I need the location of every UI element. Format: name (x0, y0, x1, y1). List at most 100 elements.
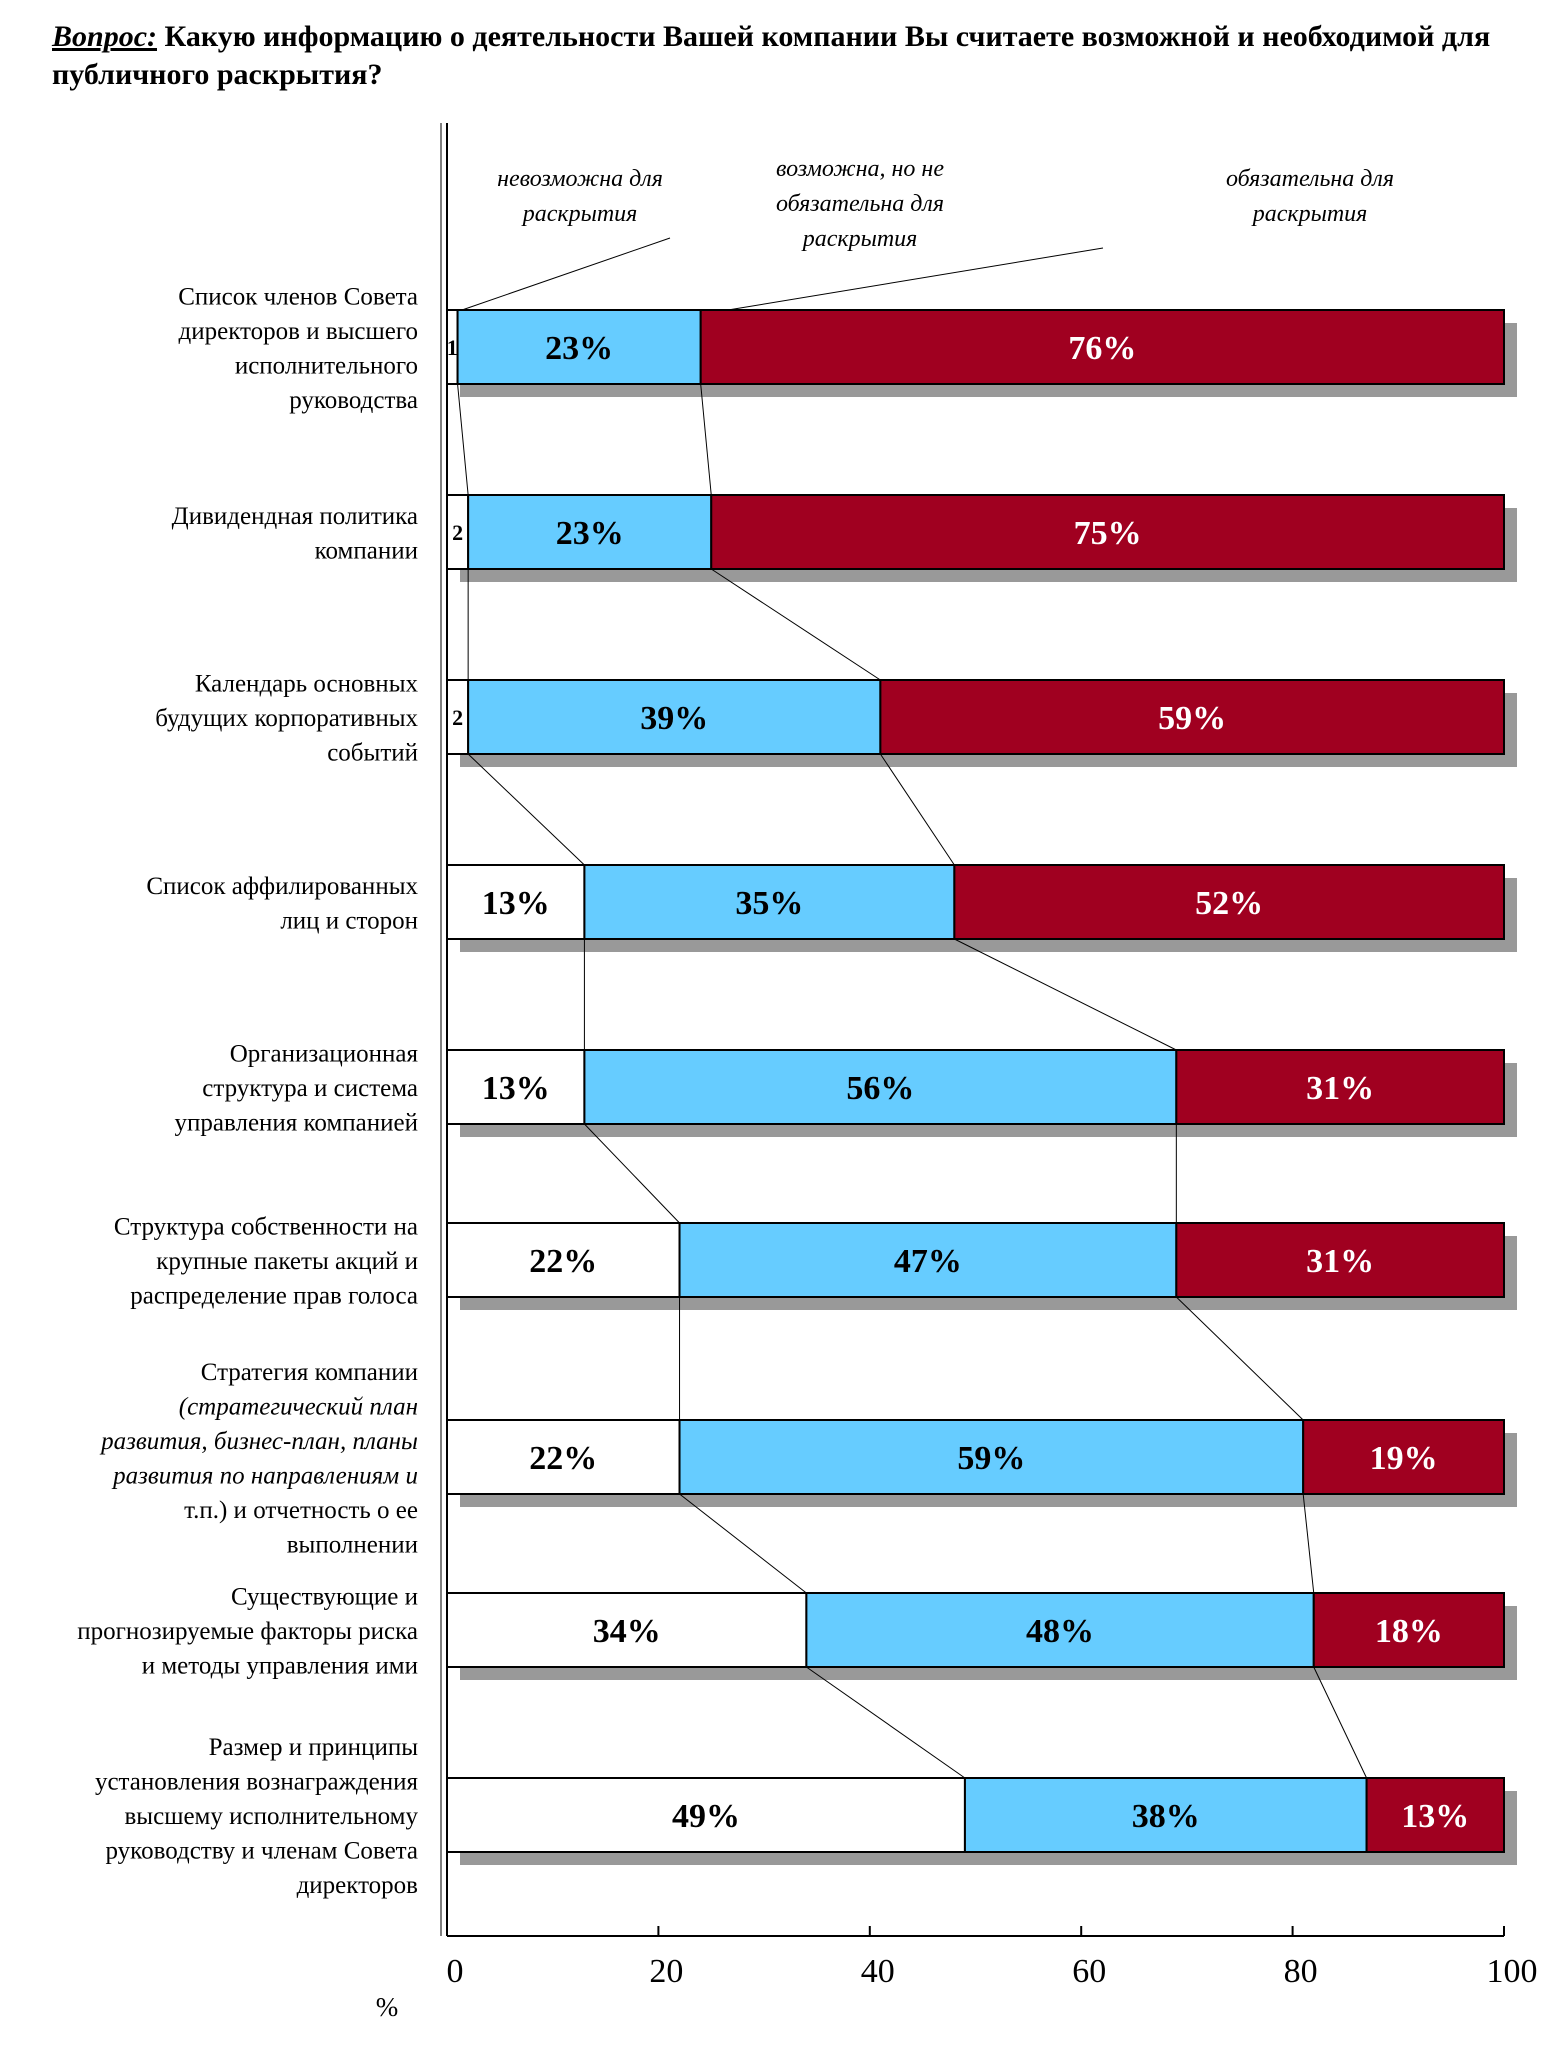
category-label: Стратегия компании (201, 1359, 418, 1386)
x-tick-label: 20 (649, 1953, 683, 1990)
series-connector-line (467, 753, 585, 866)
bar-segment (1302, 1419, 1506, 1495)
category-label: компании (315, 537, 418, 564)
legend-leader-line (461, 237, 671, 311)
series-connector-line (1175, 1296, 1304, 1421)
bar-segment (456, 309, 702, 385)
bar-segment (805, 1592, 1315, 1668)
bar-segment (1365, 1777, 1505, 1853)
series-connector-line (457, 383, 469, 496)
series-connector-line (806, 1666, 966, 1779)
category-label: директоров и высшего (179, 318, 418, 345)
series-connector-line (700, 383, 712, 496)
bar-segment (678, 1419, 1305, 1495)
bar-value-label: 59% (957, 1440, 1025, 1477)
bar-value-label: 39% (640, 700, 708, 737)
bar-value-label: 22% (529, 1440, 597, 1477)
bar-segment (879, 679, 1505, 755)
category-label: Календарь основных (195, 671, 419, 698)
bar-segment (710, 494, 1505, 570)
legend-annotation: возможна, но не (776, 156, 944, 182)
category-label: и методы управления ими (142, 1653, 418, 1680)
series-connector-line (954, 938, 1177, 1051)
bar-value-label: 76% (1068, 330, 1136, 367)
category-label: прогнозируемые факторы риска (77, 1618, 418, 1645)
category-label: руководству и членам Совета (106, 1838, 418, 1865)
bar-value-label: 59% (1158, 700, 1226, 737)
legend-leader-line (727, 247, 1104, 311)
bar-value-label: 56% (846, 1070, 914, 1107)
series-connector-line (1313, 1666, 1368, 1779)
category-label: (стратегический план (179, 1393, 418, 1420)
bar-value-label: 23% (545, 330, 613, 367)
bar-value-label: 13% (1401, 1798, 1469, 1835)
bar-value-label: 1 (447, 335, 458, 360)
bar-value-label: 35% (735, 885, 803, 922)
bar-value-label: 52% (1195, 885, 1263, 922)
bar-segment (953, 864, 1505, 940)
bar-value-label: 19% (1370, 1440, 1438, 1477)
bar-segment (467, 494, 713, 570)
bar-value-label: 2 (452, 520, 463, 545)
category-label: крупные пакеты акций и (156, 1248, 418, 1275)
bar-value-label: 49% (672, 1798, 740, 1835)
legend-annotation: обязательна для (1226, 166, 1394, 192)
bar-value-label: 18% (1375, 1613, 1443, 1650)
bar-segment (678, 1222, 1178, 1298)
bar-segment (583, 864, 956, 940)
bar-value-label: 2 (452, 705, 463, 730)
question-text: Какую информацию о деятельности Вашей ко… (52, 20, 1491, 91)
question-label: Вопрос: (52, 20, 157, 53)
x-tick-label: 40 (861, 1953, 895, 1990)
legend-annotation: обязательна для (776, 191, 944, 217)
bar-value-label: 34% (593, 1613, 661, 1650)
series-connector-line (584, 1123, 680, 1224)
category-label: развития по направлениям и (111, 1462, 418, 1489)
category-label: директоров (297, 1872, 418, 1899)
x-axis-unit-label: % (376, 1992, 399, 2022)
category-label: распределение прав голоса (130, 1283, 418, 1310)
bar-value-label: 23% (556, 515, 624, 552)
bar-value-label: 22% (529, 1243, 597, 1280)
bar-value-label: 31% (1306, 1243, 1374, 1280)
category-label: высшему исполнительному (125, 1803, 419, 1830)
bar-value-label: 13% (482, 885, 550, 922)
bar-segment (467, 679, 882, 755)
category-label: Дивидендная политика (172, 503, 418, 530)
bar-segment (1175, 1049, 1505, 1125)
category-label: Список аффилированных (146, 873, 418, 900)
category-label: будущих корпоративных (155, 705, 418, 732)
x-tick-label: 0 (447, 1953, 464, 1990)
category-label: руководства (289, 387, 418, 414)
x-tick-label: 60 (1072, 1953, 1106, 1990)
bar-segment (583, 1049, 1178, 1125)
category-label: Список членов Совета (178, 283, 418, 310)
question-heading: Вопрос: Какую информацию о деятельности … (52, 18, 1492, 94)
legend-annotation: раскрытия (801, 226, 918, 252)
bar-segment (963, 1777, 1368, 1853)
category-label: Организационная (230, 1041, 419, 1068)
category-label: Структура собственности на (114, 1214, 418, 1241)
legend-annotation: раскрытия (521, 201, 638, 227)
series-connector-line (710, 568, 881, 681)
series-connector-line (679, 1493, 807, 1594)
bar-value-label: 47% (894, 1243, 962, 1280)
bar-segment (446, 1049, 586, 1125)
series-connector-line (1302, 1493, 1315, 1594)
bar-value-label: 38% (1132, 1798, 1200, 1835)
category-label: Размер и принципы (209, 1734, 419, 1761)
x-tick-label: 80 (1284, 1953, 1318, 1990)
bar-segment (446, 1419, 681, 1495)
category-label: исполнительного (235, 352, 418, 379)
bar-value-label: 13% (482, 1070, 550, 1107)
legend-annotation: невозможна для (497, 166, 663, 192)
bar-segment (1312, 1592, 1505, 1668)
bar-value-label: 75% (1074, 515, 1142, 552)
bar-value-label: 31% (1306, 1070, 1374, 1107)
category-label: т.п.) и отчетность о ее (184, 1497, 418, 1524)
category-label: лиц и сторон (280, 907, 418, 934)
legend-annotation: раскрытия (1251, 201, 1368, 227)
category-label: Существующие и (231, 1584, 418, 1611)
category-label: событий (327, 740, 418, 767)
